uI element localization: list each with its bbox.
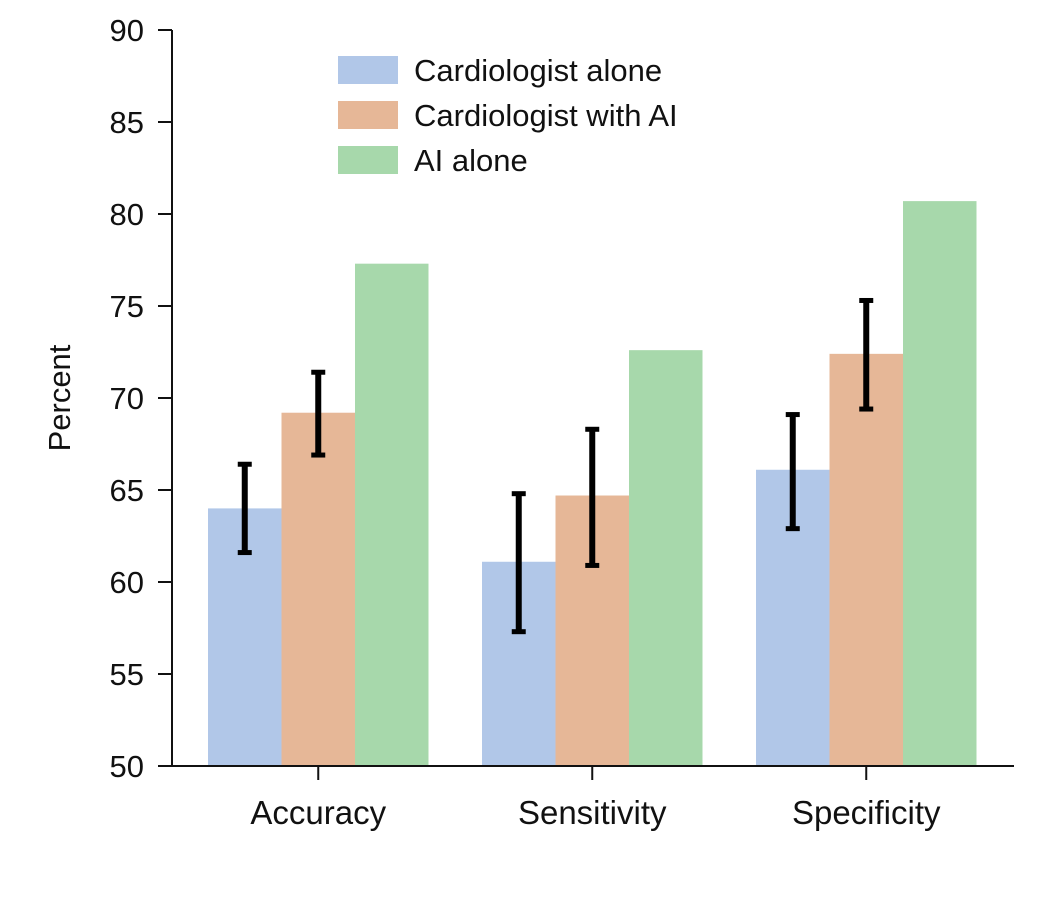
x-category-label: Sensitivity [518, 794, 667, 831]
legend-label: Cardiologist alone [414, 53, 662, 88]
error-bar [511, 491, 526, 635]
y-tick-label: 65 [110, 473, 144, 508]
y-tick-label: 50 [110, 749, 144, 784]
y-tick-label: 70 [110, 381, 144, 416]
legend-swatch [338, 146, 398, 174]
y-tick-label: 60 [110, 565, 144, 600]
bars-layer [208, 201, 977, 766]
error-bars-layer [237, 297, 874, 635]
y-ticks-layer: 50 55 60 65 70 75 80 85 90 [110, 13, 172, 784]
error-bar [585, 426, 600, 568]
y-tick-label: 55 [110, 657, 144, 692]
bar [903, 201, 977, 766]
bar [281, 412, 355, 766]
error-bar [311, 369, 326, 458]
legend-swatch [338, 56, 398, 84]
legend-label: Cardiologist with AI [414, 98, 678, 133]
y-tick-label: 90 [110, 13, 144, 48]
y-tick-label: 75 [110, 289, 144, 324]
legend-item: Cardiologist with AI [338, 98, 678, 133]
error-bar [785, 412, 800, 532]
bar [829, 353, 903, 766]
bar [629, 350, 703, 766]
legend-swatch [338, 101, 398, 129]
error-bar [237, 461, 252, 556]
x-category-label: Specificity [792, 794, 941, 831]
x-ticks-layer: Accuracy Sensitivity Specificity [250, 766, 941, 831]
y-axis-title: Percent [42, 344, 77, 451]
legend: Cardiologist alone Cardiologist with AI AI… [338, 53, 678, 178]
y-tick-label: 80 [110, 197, 144, 232]
legend-item: AI alone [338, 143, 528, 178]
x-category-label: Accuracy [250, 794, 386, 831]
error-bar [859, 297, 874, 412]
y-tick-label: 85 [110, 105, 144, 140]
bar [355, 263, 429, 766]
legend-item: Cardiologist alone [338, 53, 662, 88]
legend-label: AI alone [414, 143, 528, 178]
